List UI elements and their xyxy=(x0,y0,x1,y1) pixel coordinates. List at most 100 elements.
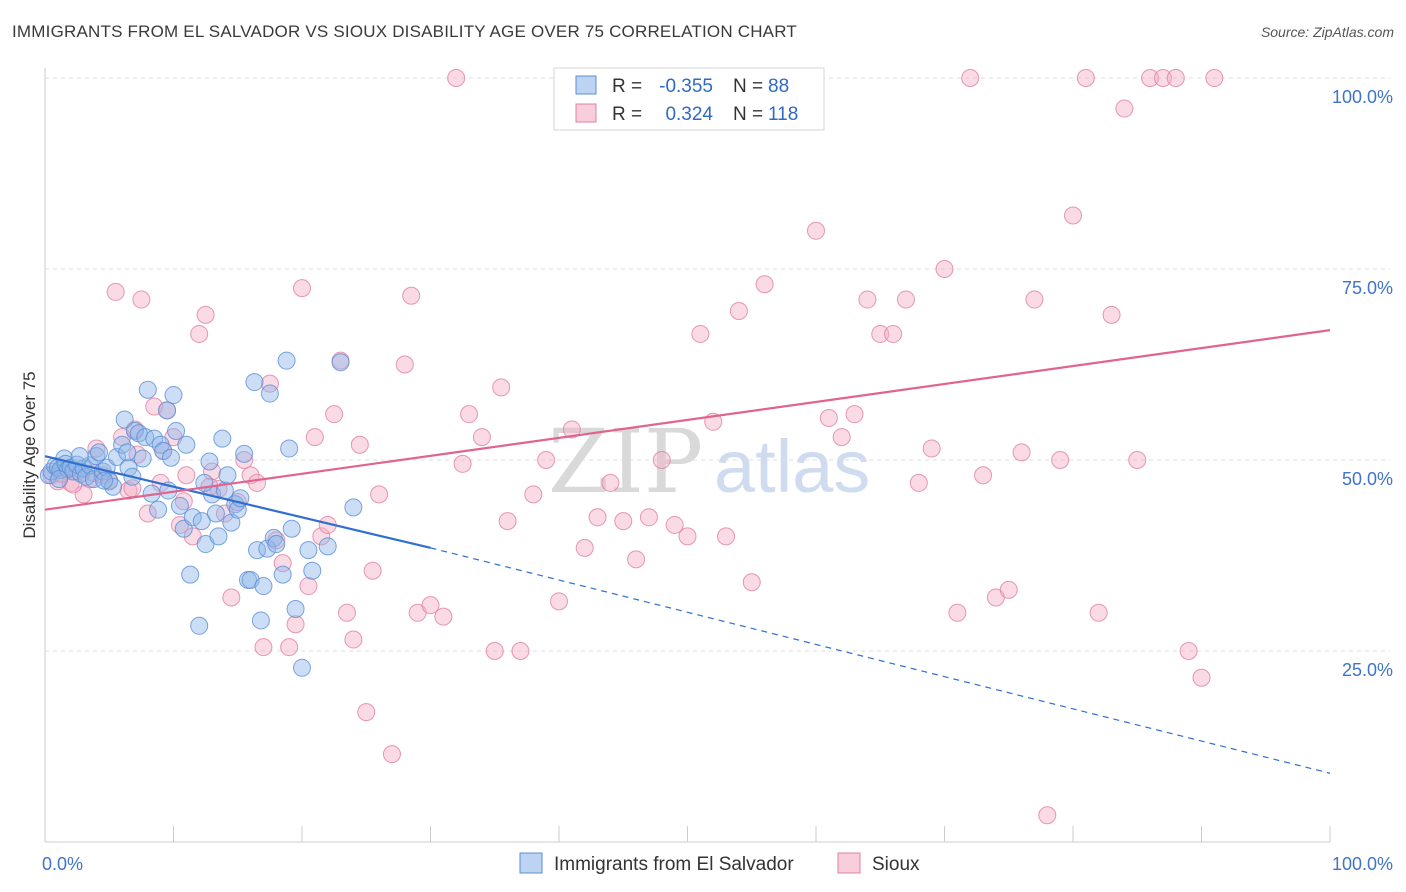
y-tick-label: 100.0% xyxy=(1332,87,1393,107)
data-point xyxy=(312,527,331,546)
data-point xyxy=(344,498,363,517)
watermark-atlas: atlas xyxy=(714,425,870,508)
data-point xyxy=(299,577,318,596)
data-point xyxy=(138,380,157,399)
data-point xyxy=(614,512,633,531)
data-point xyxy=(258,539,277,558)
data-point xyxy=(118,443,137,462)
data-point xyxy=(575,538,594,557)
legend-r-value: 0.324 xyxy=(665,104,713,125)
y-tick-label: 25.0% xyxy=(1342,660,1393,680)
trend-line-el-salvador-extension xyxy=(430,547,1331,774)
data-point xyxy=(254,577,273,596)
source-label: Source: ZipAtlas.com xyxy=(1260,24,1394,40)
data-point xyxy=(206,504,225,523)
data-point xyxy=(884,324,903,343)
legend-n-value: 88 xyxy=(768,76,789,97)
data-point xyxy=(1076,69,1095,87)
data-point xyxy=(717,527,736,546)
data-point xyxy=(511,642,530,660)
data-point xyxy=(588,508,607,527)
data-point xyxy=(1179,642,1198,660)
data-point xyxy=(363,561,382,580)
data-point xyxy=(370,485,389,504)
data-point xyxy=(293,279,311,298)
legend: R = -0.355 N = 88 R = 0.324 N = 118 xyxy=(553,67,825,131)
data-point xyxy=(1012,443,1031,462)
legend-r-value: -0.355 xyxy=(659,76,713,97)
trend-lines xyxy=(44,329,1331,774)
y-tick-label: 50.0% xyxy=(1342,469,1393,489)
data-point xyxy=(209,527,228,546)
trend-line-sioux xyxy=(44,329,1331,511)
data-point xyxy=(277,351,296,370)
data-point xyxy=(1166,69,1185,87)
grid xyxy=(45,77,1390,652)
data-point xyxy=(149,500,168,519)
data-point xyxy=(344,630,363,649)
data-point xyxy=(286,615,305,634)
legend-box xyxy=(553,67,825,131)
data-point xyxy=(89,443,108,462)
data-point xyxy=(1115,99,1134,118)
data-point xyxy=(1141,69,1160,87)
points-layer xyxy=(39,69,1224,825)
data-point xyxy=(138,504,157,523)
chart-title: IMMIGRANTS FROM EL SALVADOR VS SIOUX DIS… xyxy=(12,22,797,41)
data-point xyxy=(948,603,967,622)
data-point xyxy=(537,451,556,469)
data-point xyxy=(1064,206,1082,225)
legend-n-label: N = xyxy=(733,104,763,125)
data-point xyxy=(161,448,180,467)
data-point xyxy=(200,452,219,471)
data-point xyxy=(601,473,620,492)
data-point xyxy=(196,305,215,324)
data-point xyxy=(485,642,504,660)
data-point xyxy=(1153,69,1172,87)
data-point xyxy=(104,477,123,496)
data-point xyxy=(181,565,200,584)
legend-n-value: 118 xyxy=(768,104,798,125)
data-point xyxy=(280,439,299,458)
data-point xyxy=(280,638,299,657)
bottom-legend-label: Immigrants from El Salvador xyxy=(554,854,794,875)
data-point xyxy=(170,496,189,515)
data-point xyxy=(115,410,134,429)
data-point xyxy=(999,580,1018,599)
data-point xyxy=(245,373,264,392)
data-point xyxy=(325,405,344,424)
data-point xyxy=(350,435,369,454)
data-point xyxy=(167,421,186,440)
data-point xyxy=(402,286,421,305)
data-point xyxy=(154,441,173,460)
data-point xyxy=(819,408,838,427)
data-point xyxy=(95,471,114,490)
data-point xyxy=(50,470,69,489)
data-point xyxy=(922,439,941,458)
data-point xyxy=(550,592,568,611)
data-point xyxy=(447,69,466,87)
data-point xyxy=(524,485,543,504)
data-point xyxy=(729,302,748,321)
data-point xyxy=(318,537,337,556)
data-point xyxy=(1038,806,1057,825)
watermark: ZIP atlas xyxy=(548,410,870,513)
data-point xyxy=(1089,603,1108,622)
bottom-legend-swatch xyxy=(519,852,543,874)
data-point xyxy=(357,703,376,722)
data-point xyxy=(460,405,479,424)
data-point xyxy=(222,513,241,532)
data-point xyxy=(293,658,311,677)
data-point xyxy=(213,429,232,448)
data-point xyxy=(627,550,646,569)
data-point xyxy=(132,290,151,309)
data-point xyxy=(974,466,993,485)
data-point xyxy=(273,565,292,584)
data-point xyxy=(190,324,209,343)
data-point xyxy=(665,515,684,534)
data-point xyxy=(691,324,710,343)
data-point xyxy=(158,401,177,420)
data-point xyxy=(235,444,254,463)
data-point xyxy=(192,512,211,531)
